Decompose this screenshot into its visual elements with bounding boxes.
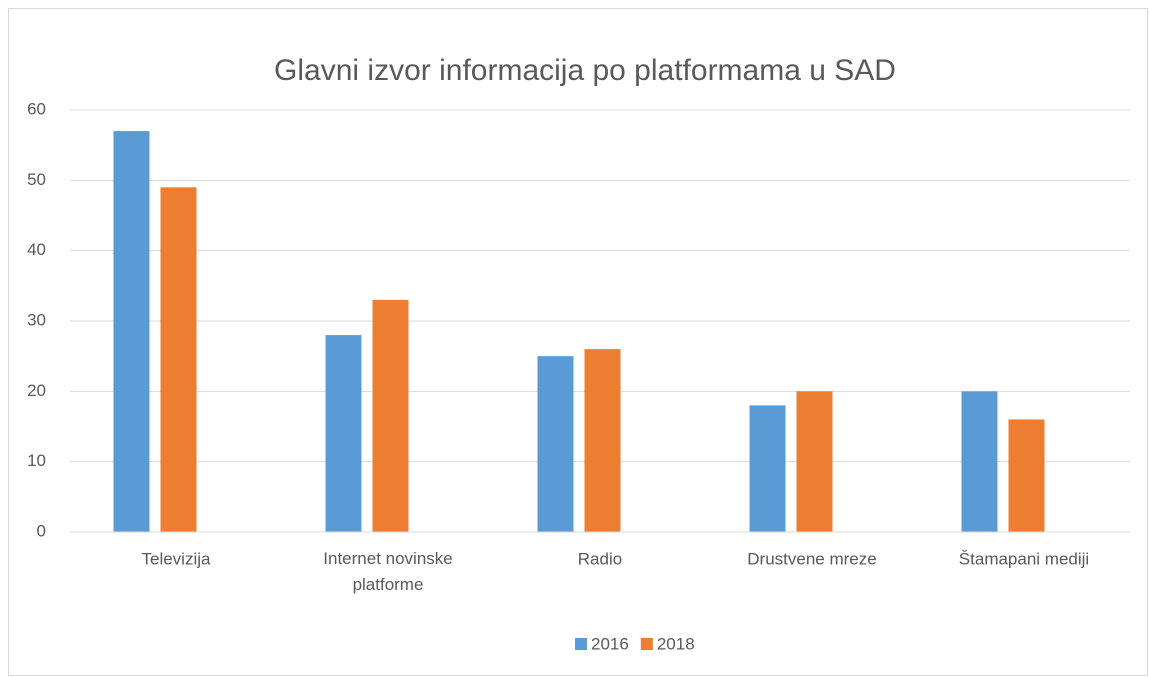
bar [1008,419,1045,532]
bar [796,391,833,532]
y-tick-label: 50 [27,170,46,189]
y-tick-label: 30 [27,310,46,329]
bar [749,405,786,532]
y-tick-label: 60 [27,99,46,118]
bar [584,349,621,532]
bar [372,299,409,532]
bar [160,187,197,532]
legend-label: 2018 [657,634,695,653]
x-tick-label: Štamapani mediji [959,549,1089,568]
bar [325,335,362,532]
y-tick-label: 20 [27,381,46,400]
x-tick-label: Televizija [142,549,212,568]
chart-title: Glavni izvor informacija po platformama … [274,54,896,87]
bar [537,356,574,532]
x-tick-label: Radio [578,549,622,568]
legend-swatch [575,638,587,650]
x-tick-label: Drustvene mreze [747,549,876,568]
y-tick-label: 40 [27,240,46,259]
y-tick-label: 0 [37,521,46,540]
chart-frame [8,8,1148,676]
legend-swatch [640,638,653,650]
bar [961,391,998,532]
y-tick-label: 10 [27,451,46,470]
bar [113,131,150,532]
x-tick-label: Internet novinske platforme [323,549,452,594]
legend-label: 2016 [591,634,629,653]
